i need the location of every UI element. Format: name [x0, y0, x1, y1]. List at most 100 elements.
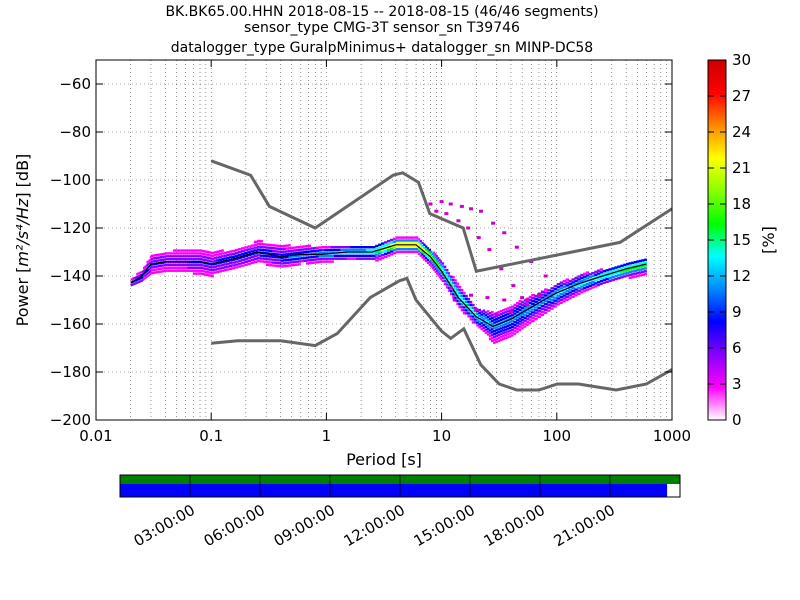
psd-cell [359, 251, 364, 255]
psd-cell [460, 288, 464, 292]
psd-cell [531, 299, 535, 303]
psd-cell [504, 316, 507, 320]
psd-cell [228, 253, 232, 256]
psd-cell [537, 315, 542, 319]
psd-cell [413, 239, 417, 242]
psd-cell [523, 322, 527, 325]
psd-cell [268, 258, 273, 261]
psd-cell [185, 258, 188, 261]
psd-cell [425, 254, 428, 257]
psd-cell [518, 311, 522, 315]
psd-cell [454, 279, 457, 282]
psd-cell [497, 316, 501, 320]
psd-cell [280, 250, 284, 254]
psd-cell [506, 339, 510, 342]
psd-cell [187, 252, 190, 255]
psd-outlier-point [434, 209, 439, 213]
psd-cell [583, 289, 587, 293]
psd-cell [205, 267, 208, 271]
psd-cell [450, 292, 453, 296]
psd-cell [257, 259, 261, 263]
psd-cell [228, 264, 232, 268]
colorbar-tick-label: 21 [732, 159, 751, 177]
psd-cell [638, 271, 642, 274]
psd-cell [441, 276, 445, 280]
psd-cell [194, 252, 197, 255]
psd-cell [310, 244, 315, 247]
psd-cell [513, 323, 517, 327]
psd-cell [288, 255, 292, 259]
psd-cell [550, 310, 555, 313]
psd-cell [194, 272, 197, 275]
psd-cell [283, 247, 287, 251]
psd-cell [562, 300, 567, 303]
psd-cell [523, 325, 527, 328]
psd-cell [268, 261, 273, 264]
psd-cell [280, 242, 284, 245]
psd-cell [553, 293, 558, 297]
psd-cell [372, 254, 376, 258]
psd-cell [456, 294, 459, 297]
psd-cell [259, 248, 264, 252]
psd-cell [588, 281, 592, 285]
psd-cell [381, 251, 385, 254]
psd-cell [465, 297, 468, 301]
psd-cell [257, 254, 261, 257]
psd-cell [553, 305, 558, 308]
psd-cell [375, 259, 379, 262]
psd-cell [400, 250, 404, 254]
psd-cell [156, 268, 159, 271]
psd-cell [523, 316, 527, 320]
psd-cell [216, 264, 220, 268]
psd-cell [265, 255, 270, 258]
psd-cell [516, 333, 520, 336]
psd-cell [288, 252, 292, 256]
psd-cell [583, 292, 587, 296]
psd-cell [167, 263, 171, 267]
psd-cell [200, 258, 202, 261]
psd-cell [643, 270, 647, 273]
psd-cell [623, 278, 627, 281]
psd-cell [462, 297, 466, 300]
psd-cell [187, 266, 190, 270]
psd-cell [303, 245, 307, 248]
psd-cell [534, 320, 539, 324]
psd-cell [136, 281, 139, 284]
psd-cell [467, 309, 471, 312]
psd-cell [480, 310, 484, 313]
psd-cell [491, 342, 494, 345]
psd-cell [223, 263, 227, 266]
psd-cell [636, 266, 640, 269]
psd-cell [495, 320, 499, 323]
psd-cell [417, 243, 421, 247]
psd-cell [430, 259, 433, 262]
psd-cell [482, 326, 486, 330]
psd-cell [508, 315, 512, 318]
psd-cell [152, 274, 156, 277]
y-axis-ticks: −60−80−100−120−140−160−180−200 [50, 75, 672, 429]
psd-cell [192, 255, 196, 258]
psd-cell [305, 247, 309, 251]
psd-cell [574, 288, 578, 291]
psd-cell [146, 278, 149, 281]
psd-cell [510, 319, 514, 323]
psd-cell [333, 248, 338, 252]
psd-cell [205, 270, 208, 274]
psd-cell [428, 257, 431, 261]
psd-cell [504, 308, 507, 311]
psd-cell [316, 252, 320, 255]
psd-cell [180, 249, 184, 252]
psd-cell [469, 315, 473, 318]
psd-cell [476, 327, 479, 330]
psd-cell [413, 245, 417, 248]
psd-cell [462, 309, 466, 312]
psd-cell [617, 274, 621, 277]
psd-cell [290, 243, 294, 247]
psd-cell [510, 334, 514, 337]
psd-cell [425, 251, 428, 254]
psd-cell [163, 249, 166, 253]
psd-cell [428, 251, 431, 255]
psd-cell [585, 285, 590, 289]
psd-cell [144, 280, 146, 283]
